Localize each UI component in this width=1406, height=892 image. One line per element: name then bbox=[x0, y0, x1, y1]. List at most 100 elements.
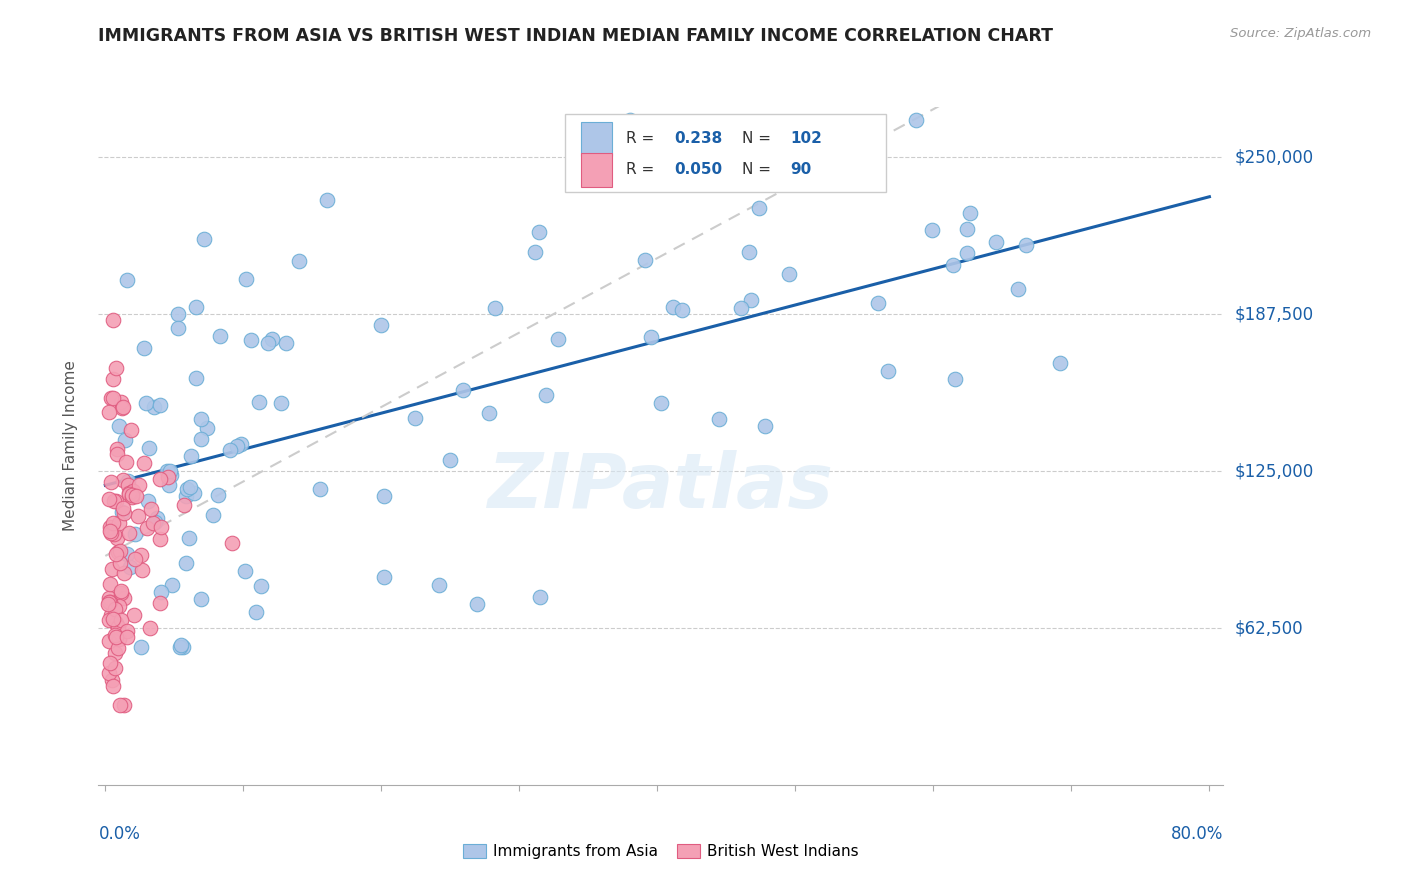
Point bbox=[98, 657, 121, 671]
Point bbox=[124, 551, 146, 566]
Point bbox=[373, 570, 395, 584]
Point bbox=[98, 595, 121, 609]
Point bbox=[107, 442, 129, 457]
Point bbox=[117, 475, 139, 489]
Text: $125,000: $125,000 bbox=[1234, 462, 1313, 480]
Point bbox=[193, 232, 215, 246]
Point bbox=[904, 112, 927, 127]
Point bbox=[112, 400, 135, 414]
Point bbox=[270, 396, 292, 410]
Point bbox=[149, 596, 172, 610]
Point bbox=[190, 412, 212, 426]
Point bbox=[121, 491, 143, 505]
Point bbox=[943, 372, 966, 386]
Text: Source: ZipAtlas.com: Source: ZipAtlas.com bbox=[1230, 27, 1371, 40]
Text: 80.0%: 80.0% bbox=[1171, 825, 1223, 843]
Point bbox=[97, 633, 120, 648]
Point bbox=[174, 557, 197, 571]
Point bbox=[233, 564, 256, 578]
Point bbox=[877, 363, 900, 377]
Point bbox=[619, 112, 641, 127]
Point bbox=[97, 598, 120, 612]
Point bbox=[247, 394, 270, 409]
Point bbox=[145, 511, 167, 525]
Text: 0.238: 0.238 bbox=[675, 131, 723, 146]
Point bbox=[160, 578, 183, 592]
Point bbox=[157, 477, 180, 491]
Legend: Immigrants from Asia, British West Indians: Immigrants from Asia, British West India… bbox=[457, 838, 865, 865]
Point bbox=[108, 599, 131, 613]
Point bbox=[529, 590, 551, 604]
Point bbox=[107, 640, 129, 655]
Point bbox=[219, 442, 242, 457]
Point bbox=[671, 302, 693, 317]
Point bbox=[117, 273, 139, 287]
Point bbox=[108, 418, 131, 433]
FancyBboxPatch shape bbox=[565, 114, 886, 192]
Point bbox=[156, 464, 179, 478]
Point bbox=[107, 632, 129, 646]
Point bbox=[245, 605, 267, 619]
Point bbox=[169, 640, 191, 654]
Point bbox=[105, 360, 128, 375]
Point bbox=[754, 418, 776, 433]
Point bbox=[97, 595, 120, 609]
Point bbox=[128, 477, 150, 491]
Point bbox=[104, 615, 127, 630]
Point bbox=[110, 544, 132, 558]
Bar bbox=[581, 122, 613, 156]
Point bbox=[239, 333, 262, 347]
Point bbox=[478, 406, 501, 420]
Point bbox=[257, 336, 280, 351]
Point bbox=[112, 698, 135, 712]
Point bbox=[190, 432, 212, 446]
Point bbox=[117, 478, 139, 492]
Point bbox=[101, 312, 124, 326]
Point bbox=[534, 387, 557, 401]
Point bbox=[527, 225, 550, 239]
Point bbox=[183, 486, 205, 500]
Point bbox=[97, 491, 120, 506]
Point bbox=[115, 547, 138, 561]
Point bbox=[118, 560, 141, 574]
Point bbox=[143, 515, 166, 529]
Point bbox=[748, 201, 770, 215]
Point bbox=[110, 613, 132, 627]
Point bbox=[105, 447, 128, 461]
Point bbox=[111, 473, 134, 487]
Point bbox=[209, 329, 232, 343]
Point bbox=[149, 472, 172, 486]
Point bbox=[107, 620, 129, 634]
Point bbox=[190, 592, 212, 607]
Point bbox=[103, 611, 125, 625]
Point bbox=[709, 412, 731, 426]
Point bbox=[167, 321, 190, 335]
Point bbox=[451, 383, 474, 397]
Point bbox=[316, 193, 339, 207]
Point bbox=[121, 487, 143, 501]
Y-axis label: Median Family Income: Median Family Income bbox=[63, 360, 77, 532]
Point bbox=[484, 301, 506, 316]
Point bbox=[122, 607, 145, 622]
Point bbox=[986, 235, 1008, 249]
Text: 90: 90 bbox=[790, 162, 811, 178]
Point bbox=[105, 630, 128, 644]
Point bbox=[110, 583, 132, 598]
Point bbox=[134, 341, 156, 355]
Point bbox=[100, 607, 122, 622]
Point bbox=[942, 258, 965, 272]
Point bbox=[108, 516, 131, 531]
Point bbox=[136, 494, 159, 508]
Point bbox=[276, 335, 298, 350]
Point bbox=[112, 566, 135, 580]
Point bbox=[110, 586, 132, 600]
Point bbox=[176, 482, 198, 496]
Point bbox=[141, 502, 163, 516]
Point bbox=[634, 253, 657, 268]
Point bbox=[159, 464, 181, 478]
Point bbox=[136, 520, 159, 534]
Point bbox=[138, 621, 160, 635]
Point bbox=[118, 487, 141, 501]
Point bbox=[100, 520, 122, 534]
Point bbox=[250, 579, 273, 593]
